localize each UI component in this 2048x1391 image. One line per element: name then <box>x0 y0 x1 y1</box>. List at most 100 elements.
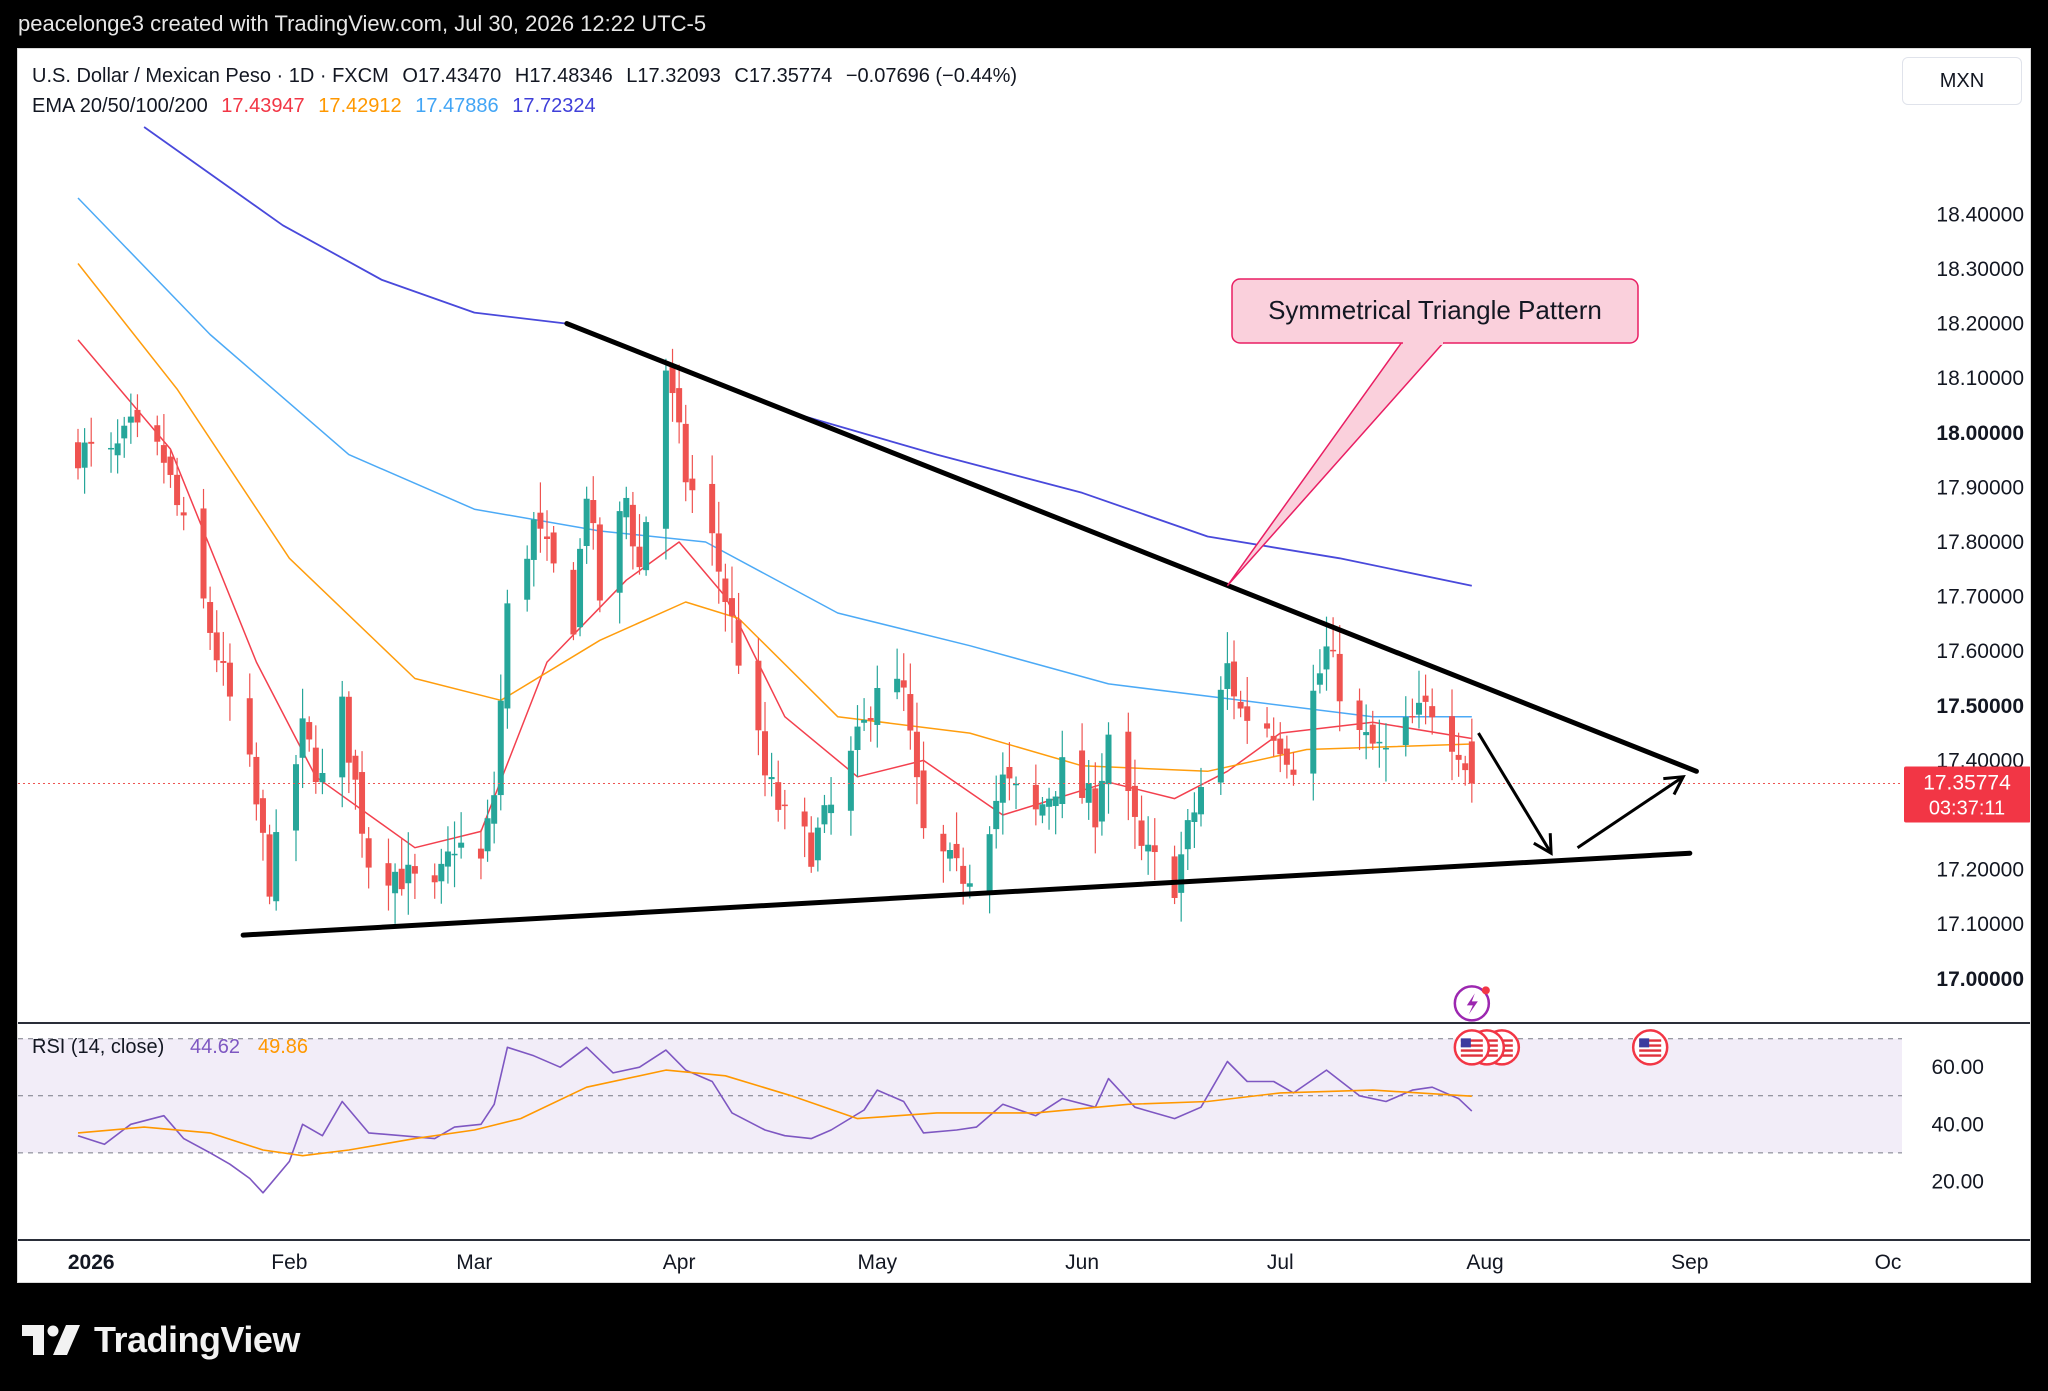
candle-down <box>398 868 405 890</box>
candle-up <box>273 832 280 902</box>
candle-down <box>160 445 167 463</box>
legend-ema-row: EMA 20/50/100/200 17.43947 17.42912 17.4… <box>32 91 1025 121</box>
candle-up <box>854 726 861 750</box>
candle-down <box>1468 741 1475 784</box>
currency-button[interactable]: MXN <box>1902 57 2022 105</box>
ema50-value: 17.42912 <box>318 95 402 117</box>
chart-frame: Symmetrical Triangle Pattern 60.00 40.00 2… <box>17 48 2031 1283</box>
arrow-head <box>1663 775 1686 796</box>
arrow-head <box>1533 833 1553 856</box>
candle-down <box>676 388 683 423</box>
symbol-title[interactable]: U.S. Dollar / Mexican Peso · 1D · FXCM <box>32 65 389 87</box>
candle-down <box>715 533 722 572</box>
candle-up <box>444 851 451 867</box>
rsi-pane: 60.00 40.00 20.00 RSI (14, close) 44.62 49.86 <box>18 1036 1984 1194</box>
candle-up <box>292 764 299 831</box>
candle-up <box>894 678 901 693</box>
candle-up <box>504 603 511 709</box>
candle-up <box>127 416 134 423</box>
event-dot <box>1481 986 1490 995</box>
price-axis-label: 17.20000 <box>1936 859 2024 882</box>
candle-up <box>1197 787 1204 815</box>
grid-layer <box>18 1022 2030 1241</box>
candle-up <box>451 853 458 856</box>
candle-up <box>438 863 445 882</box>
candle-up <box>643 522 650 571</box>
candle-down <box>1356 700 1363 730</box>
rsi-label[interactable]: RSI (14, close) <box>32 1036 164 1058</box>
triangle-callout[interactable]: Symmetrical Triangle Pattern <box>1226 278 1639 587</box>
candle-down <box>953 843 960 859</box>
candle-down <box>352 755 359 780</box>
rebound-arrow[interactable] <box>1576 775 1686 849</box>
candle-down <box>728 598 735 616</box>
candle-up <box>339 696 346 778</box>
candle-down <box>1079 750 1086 798</box>
rsi-line <box>77 1046 1473 1194</box>
us-event-flag-icon[interactable] <box>1453 1029 1491 1066</box>
candle-down <box>1171 856 1178 898</box>
callout-joint <box>1403 340 1443 345</box>
time-axis-label: Oc <box>1875 1251 1902 1274</box>
candle-up <box>1059 757 1066 804</box>
candle-down <box>1277 738 1284 755</box>
candle-down <box>867 718 874 721</box>
close-label: C <box>734 65 749 87</box>
candle-down <box>1006 766 1013 779</box>
flag-canton <box>1460 1038 1471 1048</box>
candle-up <box>491 795 498 824</box>
candle-down <box>167 456 174 475</box>
us-event-flag-icon[interactable] <box>1631 1029 1669 1066</box>
candle-down <box>134 409 141 423</box>
triangle-lower-trendline[interactable] <box>240 850 1693 938</box>
candle-up <box>319 772 326 783</box>
candle-up <box>662 370 669 529</box>
candle-up <box>524 558 531 600</box>
candle-down <box>246 698 253 755</box>
change-value: −0.07696 (−0.44%) <box>845 65 1018 87</box>
candle-down <box>154 425 161 442</box>
candle-down <box>960 865 967 884</box>
time-axis-label: Apr <box>663 1251 696 1274</box>
flag-stripe <box>1639 1054 1662 1057</box>
candle-down <box>1138 820 1145 846</box>
price-axis-label: 18.00000 <box>1936 422 2024 445</box>
price-axis-label: 17.60000 <box>1936 640 2024 663</box>
candle-up <box>405 864 412 884</box>
ema200-line <box>143 126 1472 587</box>
candle-down <box>940 833 947 852</box>
candle-up <box>392 871 399 894</box>
candle-up <box>1382 747 1389 750</box>
candle-down <box>220 660 227 663</box>
candle-up <box>993 800 1000 830</box>
flag-stripe <box>1460 1039 1483 1042</box>
candle-up <box>1376 741 1383 744</box>
chart-canvas[interactable]: Symmetrical Triangle Pattern 60.00 40.00 2… <box>18 49 2031 1283</box>
candle-down <box>75 442 81 469</box>
candle-up <box>966 883 973 887</box>
candle-up <box>1310 690 1317 774</box>
rsi-ma-line <box>77 1069 1472 1157</box>
ema100-line <box>77 197 1472 718</box>
ema-label[interactable]: EMA 20/50/100/200 <box>32 95 208 117</box>
candle-down <box>1422 695 1429 702</box>
candle-up <box>577 548 584 628</box>
candle-up <box>828 804 835 814</box>
triangle-upper-trendline[interactable] <box>564 321 1699 774</box>
candle-down <box>259 798 266 833</box>
time-axis-label: Aug <box>1466 1251 1503 1274</box>
candle-down <box>1270 735 1277 741</box>
bar-countdown: 03:37:11 <box>1929 797 2005 819</box>
candle-down <box>1462 763 1469 771</box>
candle-up <box>458 842 465 848</box>
candle-down <box>781 804 788 807</box>
candle-up <box>1105 734 1112 785</box>
candle-up <box>108 447 115 450</box>
breakdown-arrow[interactable] <box>1477 732 1553 856</box>
time-axis-label: 2026 <box>68 1251 115 1274</box>
candle-down <box>359 772 366 834</box>
candle-down <box>900 680 907 688</box>
candle-up <box>946 850 953 859</box>
last-price-tag <box>1904 766 2030 823</box>
price-axis-label: 17.10000 <box>1936 913 2024 936</box>
